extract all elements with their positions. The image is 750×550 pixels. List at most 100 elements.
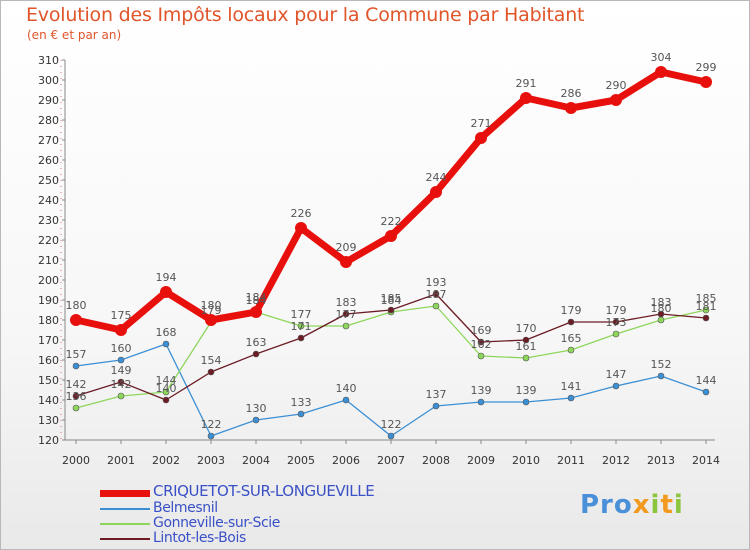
data-label: 139 xyxy=(471,384,492,397)
data-label: 180 xyxy=(201,299,222,312)
data-point xyxy=(657,372,665,380)
data-label: 130 xyxy=(246,402,267,415)
x-tick-label: 2003 xyxy=(197,454,225,467)
data-label: 290 xyxy=(606,79,627,92)
data-label: 222 xyxy=(381,215,402,228)
legend-item: Gonneville-sur-Scie xyxy=(100,515,500,532)
legend-item: Lintot-les-Bois xyxy=(100,530,500,547)
data-labels-layer: 180 175 194 180 184 226 209 222 244 271 291 286 290 3… xyxy=(66,51,717,431)
data-label: 299 xyxy=(696,61,717,74)
data-label: 154 xyxy=(201,354,222,367)
data-label: 184 xyxy=(246,294,267,307)
y-tick-label: 240 xyxy=(38,194,59,207)
data-label: 184 xyxy=(246,291,267,304)
data-point xyxy=(567,394,575,402)
data-point xyxy=(162,340,170,348)
data-point xyxy=(162,396,170,404)
data-point xyxy=(207,432,215,440)
data-label: 149 xyxy=(111,364,132,377)
data-point xyxy=(522,398,530,406)
data-label: 304 xyxy=(651,51,672,64)
data-point xyxy=(342,396,350,404)
data-label: 175 xyxy=(111,309,132,322)
y-tick-label: 230 xyxy=(38,214,59,227)
data-label: 144 xyxy=(696,374,717,387)
legend-swatch xyxy=(100,490,150,497)
y-tick-label: 270 xyxy=(38,134,59,147)
data-label: 193 xyxy=(426,276,447,289)
data-point xyxy=(205,314,217,326)
data-label: 185 xyxy=(381,292,402,305)
data-label: 286 xyxy=(561,87,582,100)
y-tick-label: 150 xyxy=(38,374,59,387)
x-tick-label: 2006 xyxy=(332,454,360,467)
data-point xyxy=(520,92,532,104)
data-point xyxy=(477,352,485,360)
data-label: 142 xyxy=(66,378,87,391)
x-tick-label: 2012 xyxy=(602,454,630,467)
y-tick-label: 220 xyxy=(38,234,59,247)
data-point xyxy=(117,392,125,400)
data-point xyxy=(522,336,530,344)
data-point xyxy=(612,330,620,338)
data-point xyxy=(72,404,80,412)
data-label: 271 xyxy=(471,117,492,130)
data-label: 162 xyxy=(471,338,492,351)
data-point xyxy=(657,310,665,318)
data-label: 171 xyxy=(291,320,312,333)
y-tick-label: 260 xyxy=(38,154,59,167)
data-point xyxy=(565,102,577,114)
data-label: 152 xyxy=(651,358,672,371)
data-point xyxy=(477,338,485,346)
data-label: 244 xyxy=(426,171,447,184)
data-point xyxy=(250,306,262,318)
y-tick-label: 170 xyxy=(38,334,59,347)
data-point xyxy=(72,362,80,370)
data-label: 168 xyxy=(156,326,177,339)
data-point xyxy=(297,322,305,330)
proxiti-logo: Proxiti xyxy=(580,490,684,520)
data-label: 170 xyxy=(516,322,537,335)
data-point xyxy=(70,314,82,326)
data-label: 185 xyxy=(696,292,717,305)
data-point xyxy=(160,286,172,298)
data-label: 177 xyxy=(336,308,357,321)
data-point xyxy=(610,94,622,106)
x-tick-label: 2009 xyxy=(467,454,495,467)
data-point xyxy=(432,290,440,298)
data-label: 183 xyxy=(651,296,672,309)
y-tick-label: 180 xyxy=(38,314,59,327)
y-tick-label: 120 xyxy=(38,434,59,447)
data-label: 180 xyxy=(66,299,87,312)
data-point xyxy=(385,230,397,242)
data-point xyxy=(297,410,305,418)
data-label: 141 xyxy=(561,380,582,393)
data-point xyxy=(117,378,125,386)
x-tick-label: 2011 xyxy=(557,454,585,467)
data-label: 160 xyxy=(111,342,132,355)
data-label: 177 xyxy=(291,308,312,321)
x-tick-label: 2013 xyxy=(647,454,675,467)
x-tick-label: 2008 xyxy=(422,454,450,467)
legend-swatch xyxy=(100,523,150,525)
data-point xyxy=(432,302,440,310)
data-label: 165 xyxy=(561,332,582,345)
data-point xyxy=(387,432,395,440)
data-label: 291 xyxy=(516,77,537,90)
y-tick-label: 130 xyxy=(38,414,59,427)
data-point xyxy=(252,416,260,424)
y-tick-label: 300 xyxy=(38,74,59,87)
data-label: 122 xyxy=(381,418,402,431)
data-point xyxy=(612,382,620,390)
legend-item: CRIQUETOT-SUR-LONGUEVILLE xyxy=(100,482,500,501)
y-tick-label: 190 xyxy=(38,294,59,307)
data-point xyxy=(700,76,712,88)
data-label: 179 xyxy=(561,304,582,317)
data-point xyxy=(702,314,710,322)
data-label: 226 xyxy=(291,207,312,220)
data-label: 139 xyxy=(516,384,537,397)
data-label: 179 xyxy=(201,304,222,317)
data-label: 169 xyxy=(471,324,492,337)
series-lintot-les-bois xyxy=(72,290,710,404)
data-label: 161 xyxy=(516,340,537,353)
